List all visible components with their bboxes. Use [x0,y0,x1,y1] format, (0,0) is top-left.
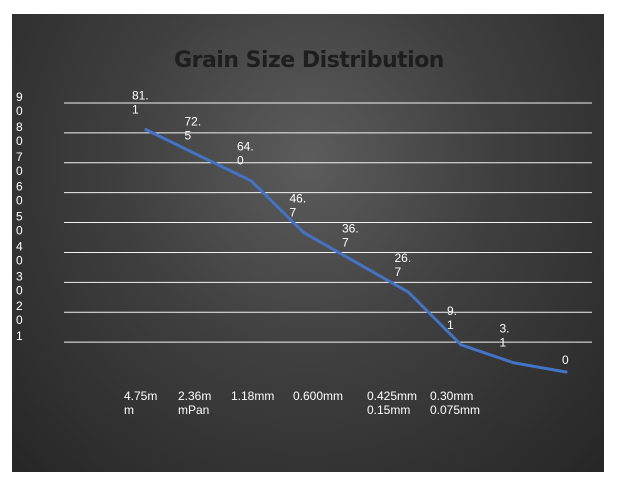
y-tick-label: 1 [16,329,23,343]
x-tick-label: 1.18mm [231,389,274,403]
data-labels: 81. 1 72. 5 64. 0 46. 7 36. 7 26. 7 9. 1 3. 1 0 [132,89,569,367]
data-label: 26. 7 [395,251,412,279]
data-label: 9. 1 [447,304,457,332]
data-point [302,230,305,234]
data-label: 46. 7 [290,191,307,219]
data-point [354,260,358,264]
data-label: 3. 1 [500,322,510,350]
grain-size-chart: Grain Size Distribution 9 08 07 06 05 04 03 02 0… [16,48,592,417]
data-point [144,128,148,132]
x-tick-label: 2.36m mPan [178,389,211,417]
chart-title: Grain Size Distribution [174,48,444,73]
data-point [564,370,568,374]
data-label: 64. 0 [237,140,254,168]
data-point [249,179,253,183]
data-label: 0 [562,353,569,367]
data-label: 81. 1 [132,89,149,117]
gridlines [64,102,592,343]
data-point [407,290,410,294]
data-point [459,343,463,347]
data-label: 72. 5 [185,114,202,142]
x-tick-label: 0.30mm 0.075mm [430,389,480,417]
x-axis-ticks: 4.75m m 2.36m mPan 1.18mm 0.600mm 0.425mm 0.15m… [124,389,480,417]
series-group [144,128,568,374]
data-label: 36. 7 [342,221,359,249]
x-tick-label: 0.425mm 0.15mm [367,389,417,417]
x-tick-label: 0.600mm [293,389,343,403]
data-point [197,153,200,157]
y-axis-ticks: 9 08 07 06 05 04 03 02 0 1 [16,90,23,343]
x-tick-label: 4.75m m [124,389,157,417]
data-point [512,361,515,365]
